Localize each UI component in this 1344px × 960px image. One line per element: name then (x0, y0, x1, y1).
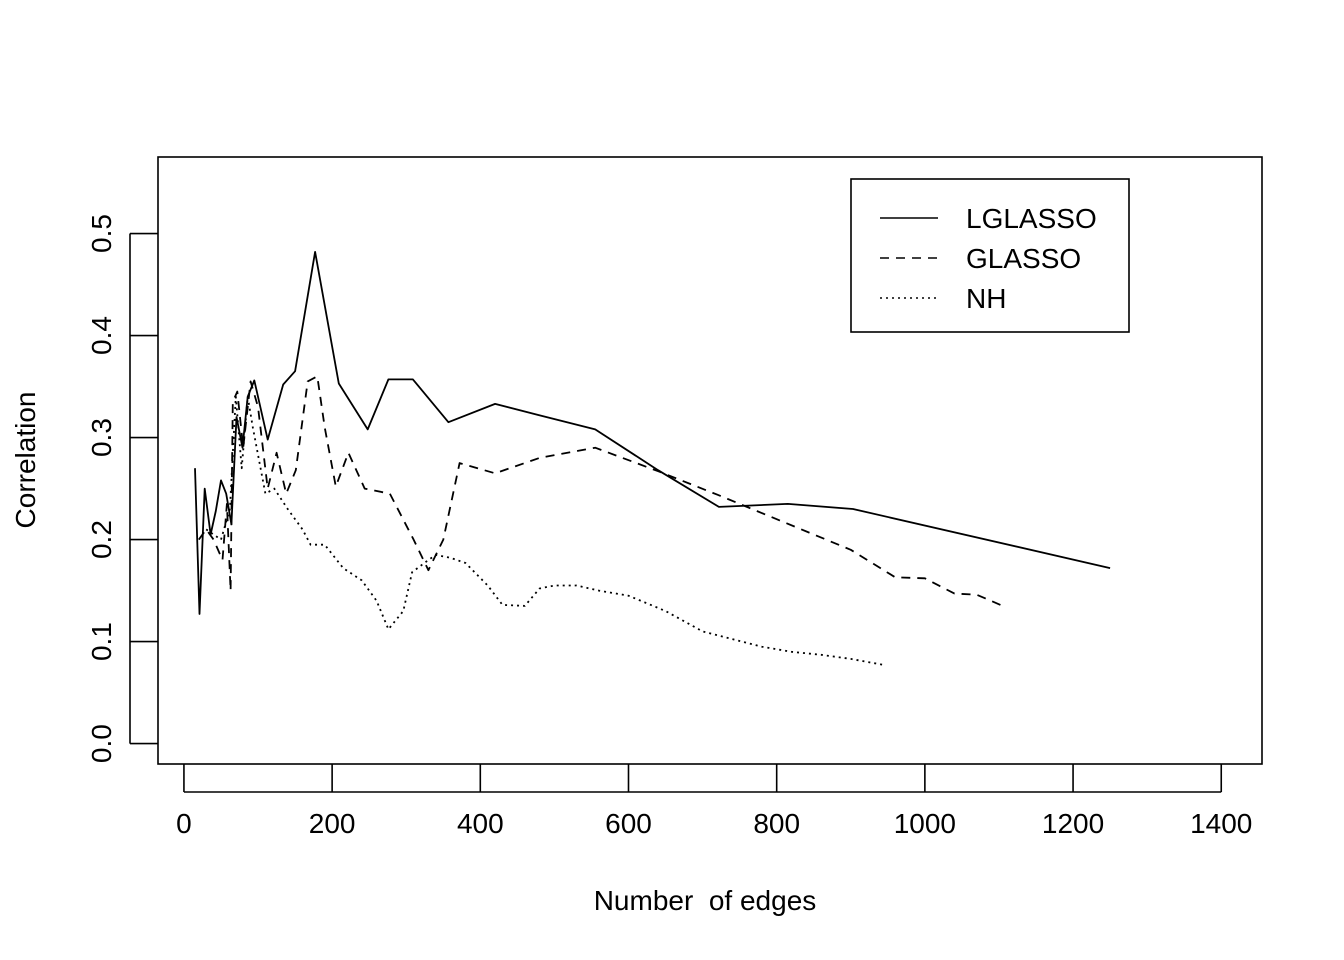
y-tick-label: 0.4 (86, 316, 117, 355)
y-tick-label: 0.2 (86, 520, 117, 559)
legend-box (850, 178, 1130, 333)
y-tick-label: 0.3 (86, 418, 117, 457)
x-axis: 0 200 400 600 800 1000 1200 1400 (176, 764, 1252, 839)
series-line-lglasso (194, 250, 1111, 615)
x-axis-title: Number of edges (594, 885, 817, 916)
y-tick-label: 0.0 (86, 724, 117, 763)
x-tick-label: 1000 (894, 808, 956, 839)
y-tick-label: 0.5 (86, 214, 117, 253)
legend-label-nh: NH (966, 283, 1006, 314)
legend-label-lglasso: LGLASSO (966, 203, 1097, 234)
series-layer (194, 250, 1111, 666)
x-tick-label: 1400 (1190, 808, 1252, 839)
series-line-nh (205, 395, 885, 666)
x-tick-label: 1200 (1042, 808, 1104, 839)
x-tick-label: 0 (176, 808, 192, 839)
y-tick-label: 0.1 (86, 622, 117, 661)
legend-label-glasso: GLASSO (966, 243, 1081, 274)
y-axis-title: Correlation (10, 392, 41, 529)
x-tick-label: 400 (457, 808, 504, 839)
x-tick-label: 800 (753, 808, 800, 839)
y-axis: 0.0 0.1 0.2 0.3 0.4 0.5 (86, 214, 158, 763)
legend: LGLASSO GLASSO NH (850, 178, 1130, 333)
x-tick-label: 200 (309, 808, 356, 839)
x-tick-label: 600 (605, 808, 652, 839)
plot-frame (157, 156, 1263, 765)
